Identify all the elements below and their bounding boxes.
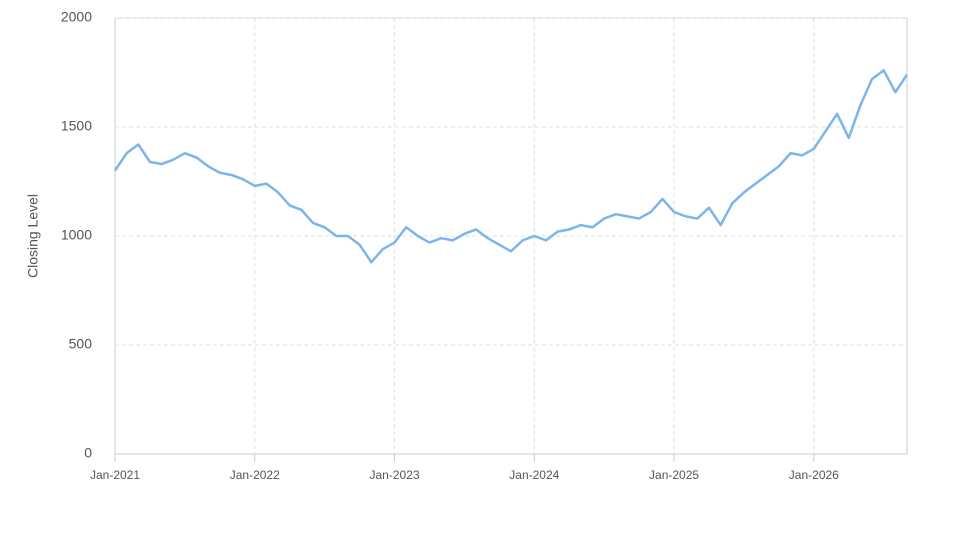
x-tick-label: Jan-2025 [649,468,699,482]
y-axis-label: Closing Level [25,194,41,278]
y-tick-label: 0 [84,445,92,461]
x-tick-label: Jan-2026 [789,468,839,482]
x-tick-label: Jan-2021 [90,468,140,482]
y-tick-label: 2000 [61,9,92,25]
y-tick-label: 500 [69,336,93,352]
y-tick-label: 1000 [61,227,92,243]
x-tick-label: Jan-2024 [509,468,559,482]
y-tick-label: 1500 [61,118,92,134]
x-tick-label: Jan-2022 [230,468,280,482]
line [113,69,909,264]
x-tick-label: Jan-2023 [370,468,420,482]
